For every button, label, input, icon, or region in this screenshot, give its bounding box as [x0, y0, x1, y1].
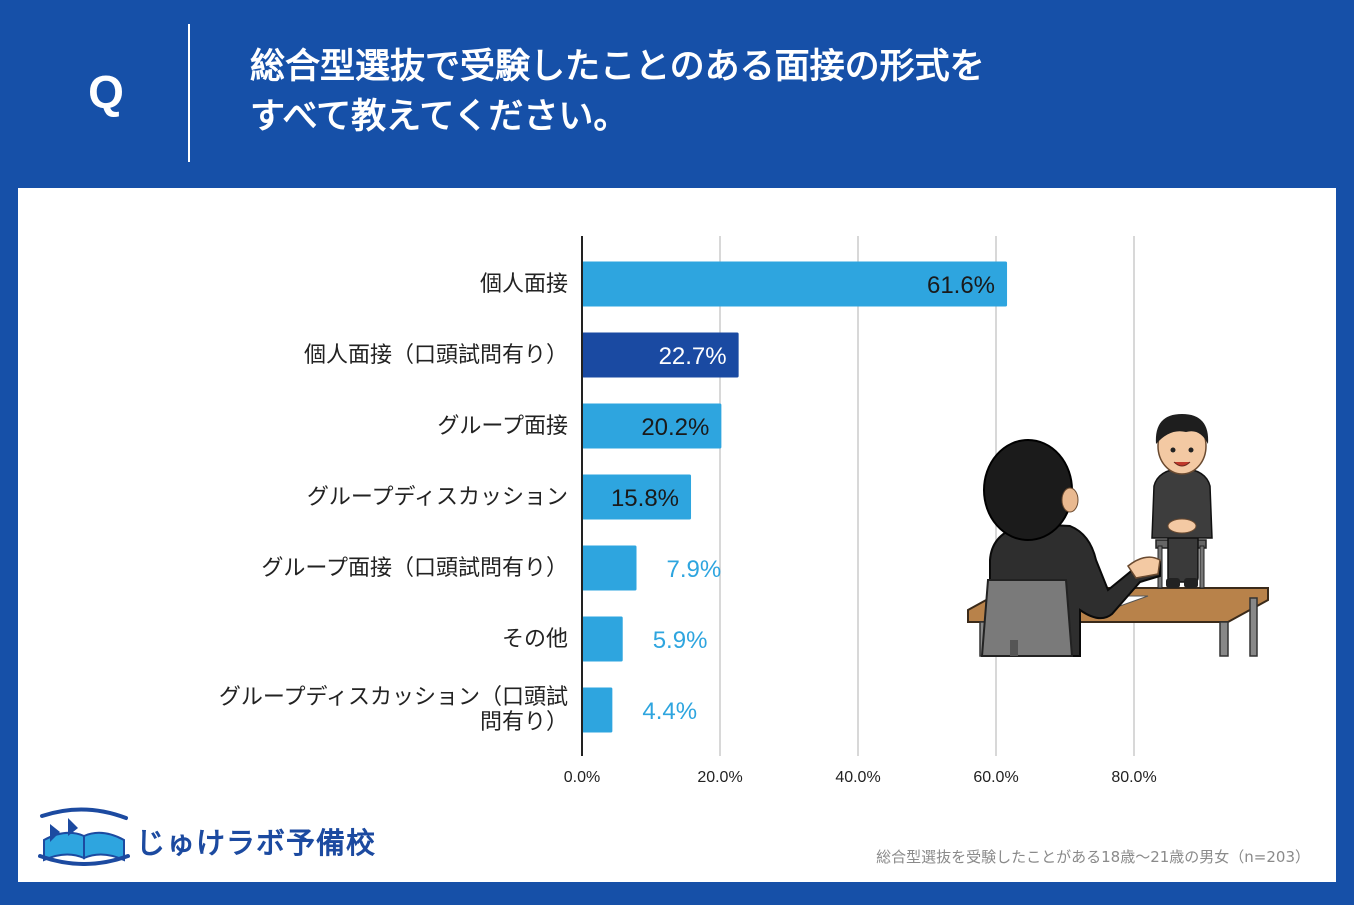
category-label: グループ面接（口頭試問有り） — [261, 555, 568, 581]
category-label: グループディスカッション — [306, 484, 568, 510]
x-tick-label: 0.0% — [564, 769, 600, 786]
bar — [582, 545, 637, 591]
student-eye — [1170, 447, 1176, 453]
bar — [582, 332, 739, 378]
student-chair-leg — [1199, 545, 1205, 589]
title-line-1: 総合型選抜で受験したことのある面接の形式を — [250, 47, 985, 87]
header: Q 総合型選抜で受験したことのある面接の形式を すべて教えてください。 — [0, 0, 1354, 188]
student-mouth — [1173, 461, 1191, 467]
category-label: グループディスカッション（口頭試 問有り） — [218, 685, 568, 735]
brand-logo: じゅけラボ予備校 — [38, 806, 375, 866]
brand-logo-text: じゅけラボ予備校 — [136, 826, 377, 860]
desk-leg-back — [1249, 597, 1258, 657]
interview-illustration — [967, 414, 1269, 657]
student-shoe — [1166, 578, 1180, 588]
x-tick-label: 60.0% — [973, 769, 1018, 786]
bar — [582, 261, 1008, 307]
bar-value-label: 22.7% — [659, 343, 727, 370]
student-eye — [1188, 447, 1194, 453]
student-hands — [1167, 518, 1197, 534]
category-label: グループ面接 — [437, 413, 568, 439]
x-tick-label: 80.0% — [1111, 769, 1156, 786]
title-line-2: すべて教えてください。 — [250, 97, 629, 137]
bar — [582, 474, 692, 520]
bar-value-label: 7.9% — [667, 556, 722, 583]
x-tick-label: 40.0% — [835, 769, 880, 786]
desk-leg-right — [1219, 621, 1229, 657]
header-divider — [188, 24, 190, 162]
bar — [582, 687, 613, 733]
category-label: 個人面接 — [479, 271, 568, 297]
student-hair — [1155, 414, 1209, 444]
bar-value-label: 20.2% — [641, 414, 709, 441]
book-logo-icon — [38, 807, 130, 866]
bar — [582, 616, 623, 662]
bar-value-label: 15.8% — [611, 485, 679, 512]
q-mark: Q — [88, 66, 124, 118]
x-tick-label: 20.0% — [697, 769, 742, 786]
bar — [582, 403, 722, 449]
tick-layer: 0.0% 20.0% 40.0% 60.0% 80.0% — [564, 236, 1157, 786]
category-label: 個人面接（口頭試問有り） — [303, 342, 568, 368]
footnote: 総合型選抜を受験したことがある18歳～21歳の男女（n=203） — [876, 848, 1310, 866]
interviewer-head — [983, 439, 1073, 541]
bar-layer: 61.6% 22.7% 20.2% 15.8% 7.9% 5.9% 4.4% — [582, 261, 1008, 733]
bar-value-label: 61.6% — [927, 272, 995, 299]
interviewer-ear — [1061, 487, 1079, 513]
page-title: 総合型選抜で受験したことのある面接の形式を すべて教えてください。 — [250, 42, 1250, 142]
interviewer-chair-leg — [1010, 640, 1018, 656]
category-label: その他 — [501, 626, 568, 652]
student-shoe — [1184, 578, 1198, 588]
bar-value-label: 5.9% — [653, 627, 708, 654]
bar-value-label: 4.4% — [642, 698, 697, 725]
interviewer-chair-back — [980, 579, 1074, 657]
interviewer-hand — [1126, 556, 1161, 579]
